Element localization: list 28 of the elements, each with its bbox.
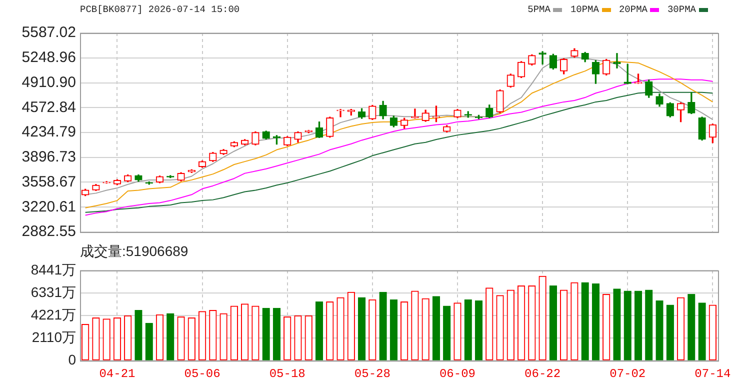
y-tick-label: 4572.84 [22, 98, 76, 116]
x-tick-label: 07-14 [694, 366, 731, 381]
y-tick-label: 8441万 [30, 261, 76, 278]
x-tick-label: 04-21 [99, 366, 136, 381]
x-tick-label: 05-06 [184, 366, 220, 381]
y-tick-label: 6331万 [30, 284, 76, 300]
y-tick-label: 4910.90 [22, 74, 76, 91]
y-tick-label: 3558.67 [22, 173, 76, 190]
y-tick-label: 0 [68, 351, 76, 368]
x-tick-label: 05-18 [269, 366, 306, 381]
y-tick-label: 4234.79 [22, 124, 76, 141]
legend-label: 20PMA [618, 4, 648, 15]
y-tick-label: 3220.61 [22, 198, 76, 216]
chart-title: 成交量:51906689 [80, 243, 188, 261]
x-tick-label: 06-22 [524, 366, 561, 381]
y-tick-label: 3896.73 [22, 148, 76, 166]
y-tick-label: 2882.55 [22, 223, 76, 240]
x-tick-label: 07-02 [610, 366, 646, 381]
y-tick-label: 5248.96 [22, 49, 76, 66]
legend-label: 5PMA [528, 4, 550, 15]
y-tick-label: 2110万 [32, 328, 76, 345]
chart-title: PCB[BK0877] 2026-07-14 15:00 [80, 4, 240, 15]
legend-label: 10PMA [570, 4, 599, 15]
x-tick-label: 06-09 [439, 366, 476, 381]
legend-label: 30PMA [667, 4, 696, 15]
y-tick-label: 4221万 [30, 306, 76, 322]
y-tick-label: 5587.02 [22, 24, 76, 42]
x-tick-label: 05-28 [354, 366, 390, 381]
